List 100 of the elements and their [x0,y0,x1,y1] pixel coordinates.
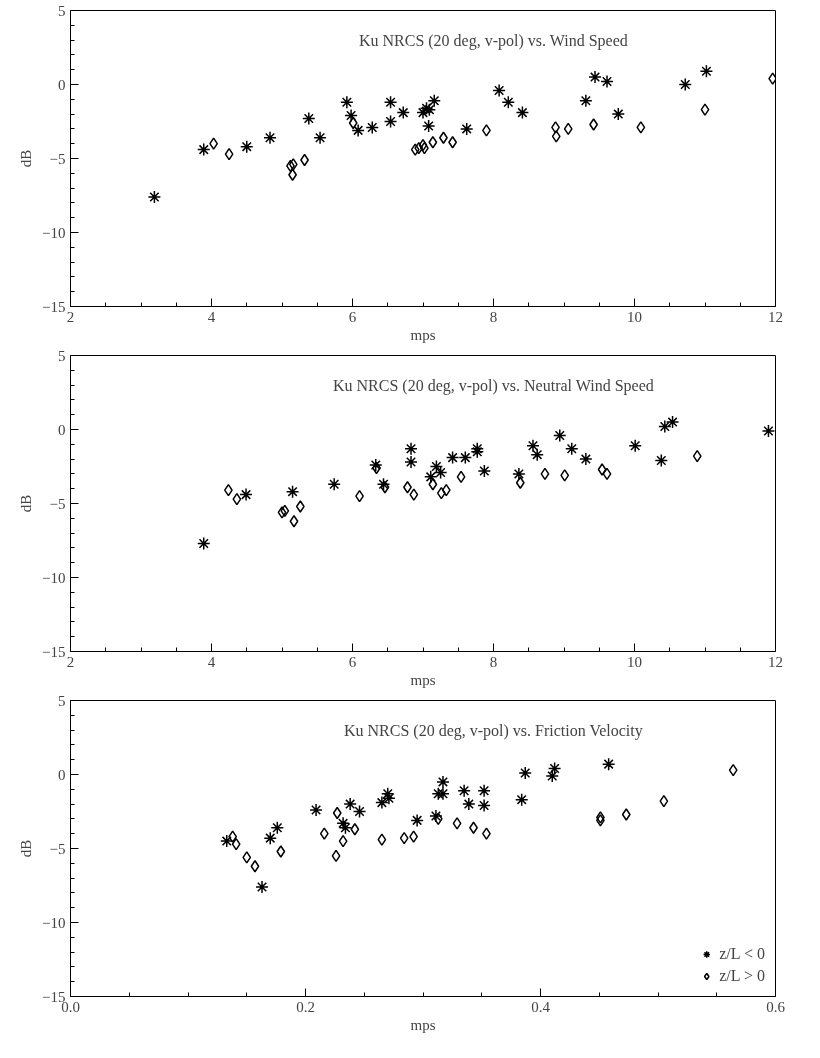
x-tick-label: 6 [348,653,357,670]
point [380,480,390,494]
x-tick-label: 0.6 [766,998,786,1015]
point [396,105,411,120]
x-tick-label: 12 [768,308,783,325]
point [457,784,471,798]
point [678,77,693,92]
point [665,415,680,429]
point [424,470,438,484]
point [289,515,299,528]
x-tick-label: 2 [66,308,75,325]
y-tick-label: 0 [58,766,66,783]
x-tick-label: 12 [768,653,783,670]
point [545,769,559,783]
point [240,139,254,154]
point [383,114,398,129]
y-tick-label: −10 [42,224,66,241]
point [147,190,162,204]
y-tick-label: −15 [42,643,66,660]
point [433,812,443,826]
point [459,122,474,136]
point [331,849,341,863]
point [410,143,420,156]
y-tick-label: −15 [42,298,66,315]
point [231,837,241,851]
point [250,860,260,873]
point [365,120,379,135]
x-tick-label: 10 [627,308,642,325]
point [512,467,526,481]
point [348,116,358,130]
point [565,441,579,456]
point [761,424,776,438]
point [600,74,614,89]
point [404,441,418,456]
x-tick-label: 8 [489,653,498,670]
x-tick-label: 0.2 [296,998,315,1015]
point [579,452,593,466]
point [530,447,544,462]
x-axis-title: mps [410,671,436,688]
point [429,459,444,474]
y-tick-label: −5 [49,150,66,167]
point [242,851,252,864]
y-tick-label: −10 [42,569,66,586]
x-tick-label: 4 [207,653,216,670]
point [263,131,277,145]
point [295,500,305,513]
point [602,467,612,481]
point [563,122,573,136]
point [263,831,277,845]
point [518,766,532,780]
point [700,103,710,116]
point [383,95,398,110]
point [338,821,353,835]
point [285,484,300,499]
point [514,792,529,807]
point [636,121,646,134]
point [404,455,418,469]
point [692,449,702,463]
point [579,94,593,108]
y-tick-label: −10 [42,914,66,931]
point [344,108,358,123]
point [429,809,443,823]
point [477,464,492,478]
y-axis-title: dB [18,494,35,513]
x-axis-title: mps [410,1016,436,1033]
legend-label: z/L > 0 [719,967,765,985]
text: Ku NRCS (20 deg, v-pol) vs. Friction Velocity [343,721,643,740]
point [436,486,446,500]
point [477,798,491,813]
point [255,880,269,894]
point [350,823,360,836]
point [589,118,599,131]
point [658,419,672,434]
y-tick-label: 5 [58,347,66,364]
point [276,845,286,858]
point [458,450,473,465]
point [220,834,234,848]
point [699,64,714,78]
point [659,794,669,808]
point [414,141,424,155]
point [427,94,442,108]
point [456,470,466,484]
point [224,147,234,161]
y-tick-label: 5 [58,2,66,19]
point [421,119,436,133]
x-tick-label: 6 [348,308,357,325]
point [448,135,458,149]
point [410,813,424,828]
point [288,158,298,171]
legend-label: z/L < 0 [719,945,765,963]
point [547,761,562,776]
point [351,123,365,138]
y-tick-label: 0 [58,76,66,93]
point [445,450,460,465]
x-tick-label: 8 [489,308,498,325]
point [332,806,342,820]
point [196,142,211,157]
text: Ku NRCS (20 deg, v-pol) vs. Neutral Wind Speed [332,376,654,395]
point [343,797,357,811]
y-tick-label: −5 [49,840,66,857]
